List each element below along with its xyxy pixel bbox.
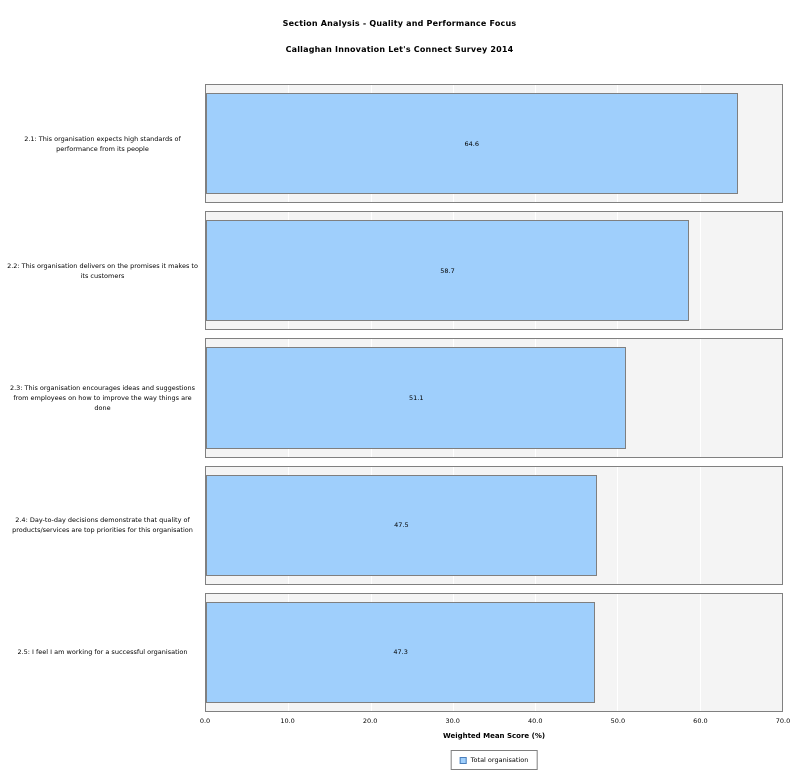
x-tick-label: 70.0 (775, 717, 791, 725)
plot-panel: 58.7 (205, 211, 783, 331)
plot-panel: 64.6 (205, 84, 783, 204)
x-tick-label: 30.0 (445, 717, 460, 725)
category-label: 2.5: I feel I am working for a successfu… (17, 648, 188, 657)
x-tick-label: 40.0 (528, 717, 543, 725)
category-label: 2.1: This organisation expects high stan… (24, 134, 181, 153)
gridline (699, 212, 701, 330)
plot-panel: 47.3 (205, 592, 783, 713)
plot-panel: 47.5 (205, 465, 783, 585)
legend-label: Total organisation (470, 756, 529, 764)
x-tick-label: 60.0 (693, 717, 708, 725)
bar: 64.6 (206, 93, 738, 195)
chart-subtitle: Callaghan Innovation Let's Connect Surve… (285, 45, 514, 54)
bar-chart: 2.1: This organisation expects high stan… (0, 84, 783, 713)
x-tick-label: 10.0 (280, 717, 295, 725)
x-axis-label: Weighted Mean Score (%) (442, 732, 546, 740)
bar-value-label: 64.6 (464, 139, 480, 148)
gridline (617, 593, 619, 712)
bar-value-label: 47.3 (393, 648, 408, 657)
category-label: 2.3: This organisation encourages ideas … (9, 384, 196, 412)
chart-title: Section Analysis - Quality and Performan… (282, 19, 517, 28)
bar: 51.1 (206, 347, 627, 449)
chart-band: 2.2: This organisation delivers on the p… (0, 211, 783, 331)
gridline (699, 466, 701, 584)
legend: Total organisation (450, 750, 538, 770)
bar: 47.3 (206, 601, 596, 704)
x-tick-label: 0.0 (199, 717, 211, 725)
gridline (617, 466, 619, 584)
chart-band: 2.3: This organisation encourages ideas … (0, 338, 783, 458)
bar-value-label: 58.7 (440, 266, 455, 275)
x-axis: 0.0 10.0 20.0 30.0 40.0 50.0 60.0 70.0 (0, 717, 799, 727)
x-tick-label: 50.0 (610, 717, 626, 725)
category-label: 2.2: This organisation delivers on the p… (7, 261, 198, 280)
gridline (699, 593, 701, 712)
legend-swatch-icon (459, 756, 467, 764)
bar: 58.7 (206, 220, 690, 322)
plot-panel: 51.1 (205, 338, 783, 458)
chart-band: 2.1: This organisation expects high stan… (0, 84, 783, 204)
gridline (699, 339, 701, 457)
bar: 47.5 (206, 474, 597, 576)
x-tick-label: 20.0 (362, 717, 378, 725)
chart-band: 2.4: Day-to-day decisions demonstrate th… (0, 465, 783, 585)
chart-band: 2.5: I feel I am working for a successfu… (0, 592, 783, 713)
category-label: 2.4: Day-to-day decisions demonstrate th… (12, 516, 193, 535)
bar-value-label: 51.1 (408, 394, 424, 402)
bar-value-label: 47.5 (394, 521, 409, 530)
